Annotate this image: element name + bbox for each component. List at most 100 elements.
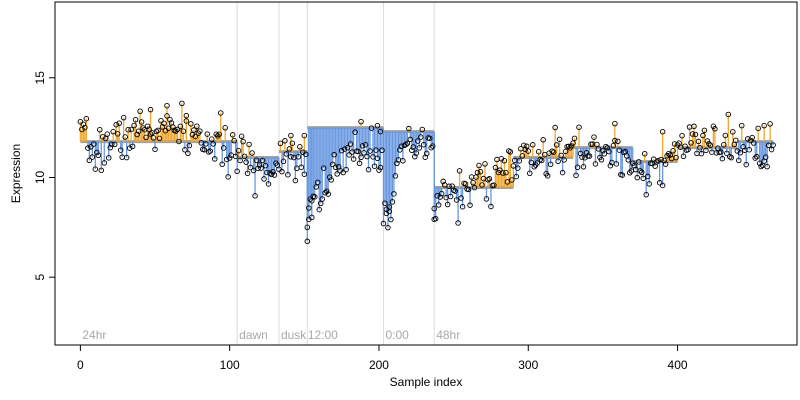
data-point: [413, 150, 420, 156]
data-point: [391, 191, 397, 197]
data-point: [435, 202, 442, 208]
data-point: [340, 169, 346, 176]
data-point: [431, 216, 437, 223]
data-point: [355, 148, 361, 155]
data-point: [595, 146, 602, 152]
data-point: [538, 157, 545, 164]
data-point: [82, 124, 88, 131]
data-point: [315, 179, 321, 186]
data-point: [132, 116, 139, 123]
data-point: [114, 131, 121, 137]
data-point: [326, 174, 333, 180]
data-point: [423, 150, 430, 157]
data-point: [733, 137, 739, 144]
data-point: [217, 110, 224, 116]
data-point: [658, 156, 664, 163]
data-point: [434, 193, 440, 199]
data-point: [556, 136, 563, 143]
data-point: [700, 132, 706, 139]
data-point: [458, 195, 464, 201]
data-point: [509, 177, 515, 183]
data-point: [117, 147, 124, 153]
data-point: [210, 141, 217, 147]
data-point: [104, 131, 111, 137]
data-point: [452, 188, 458, 194]
data-point: [152, 146, 158, 153]
data-point: [477, 168, 484, 175]
data-point: [388, 216, 394, 223]
data-point: [135, 128, 142, 134]
data-point: [164, 113, 170, 119]
data-point: [235, 147, 242, 154]
data-point: [500, 170, 506, 176]
data-point: [770, 142, 776, 148]
data-point: [426, 135, 433, 142]
data-point: [655, 157, 661, 164]
data-point: [612, 120, 618, 127]
data-point: [255, 165, 261, 172]
data-point: [137, 108, 143, 114]
data-point: [659, 182, 666, 189]
data-point: [116, 120, 122, 126]
data-point: [503, 169, 509, 176]
data-point: [356, 160, 363, 167]
data-point: [192, 133, 199, 140]
data-point: [492, 164, 499, 171]
data-point: [320, 165, 327, 171]
data-point: [625, 157, 632, 163]
data-point: [406, 125, 412, 132]
data-point: [377, 128, 384, 135]
data-point: [282, 138, 288, 144]
section-label: 48hr: [436, 328, 460, 342]
data-point: [606, 148, 612, 155]
data-point: [486, 176, 493, 182]
data-point: [444, 201, 451, 208]
data-point: [304, 238, 311, 245]
data-point: [544, 173, 551, 179]
data-point: [279, 168, 285, 175]
data-point: [303, 151, 309, 158]
data-point: [465, 186, 472, 193]
data-point: [377, 164, 384, 171]
data-point: [739, 122, 745, 129]
data-point: [83, 115, 90, 122]
data-point: [126, 145, 133, 151]
data-point: [488, 203, 494, 210]
data-point: [601, 151, 608, 157]
data-point: [515, 165, 521, 171]
data-point: [203, 141, 209, 147]
data-point: [665, 151, 672, 157]
data-point: [471, 184, 478, 191]
section-label: 12:00: [308, 328, 338, 342]
data-point: [177, 123, 184, 130]
data-point: [459, 203, 466, 210]
data-point: [571, 135, 578, 142]
data-point: [565, 143, 572, 150]
data-point: [421, 141, 427, 148]
data-point: [561, 157, 567, 163]
data-point: [501, 158, 508, 164]
data-point: [80, 121, 87, 127]
data-point: [455, 220, 461, 226]
data-point: [98, 167, 105, 174]
data-point: [352, 129, 358, 135]
data-point: [213, 131, 219, 138]
data-point: [510, 163, 517, 169]
data-point: [176, 138, 182, 145]
data-point: [635, 159, 642, 165]
data-point: [725, 111, 732, 118]
data-point: [280, 158, 287, 165]
data-point: [403, 141, 409, 148]
data-point: [540, 137, 546, 143]
data-point: [416, 145, 423, 151]
data-point: [438, 190, 445, 197]
data-point: [400, 158, 406, 164]
data-point: [122, 134, 128, 140]
data-point: [550, 149, 557, 155]
data-point: [524, 143, 530, 150]
data-point: [695, 138, 702, 145]
data-point: [722, 132, 729, 139]
data-point: [552, 124, 558, 131]
data-point: [123, 154, 130, 161]
data-point: [258, 165, 264, 171]
